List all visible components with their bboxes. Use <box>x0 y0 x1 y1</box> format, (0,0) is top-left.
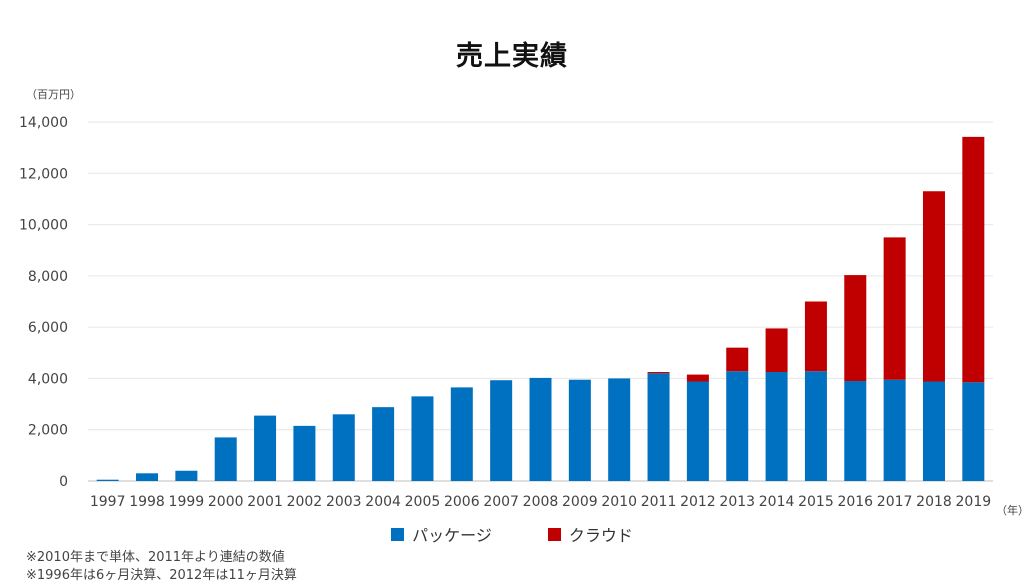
y-tick-label: 2,000 <box>28 423 68 439</box>
legend-label-package: パッケージ <box>412 526 492 545</box>
x-tick-label: 2015 <box>798 494 834 510</box>
bar-package <box>726 371 749 481</box>
bar-cloud <box>883 237 906 380</box>
legend-swatch-package <box>391 527 405 541</box>
bar-package <box>372 407 395 481</box>
chart-title: 売上実績 <box>456 41 568 72</box>
footnote-fiscal-period: ※1996年は6ヶ月決算、2012年は11ヶ月決算 <box>26 568 297 583</box>
x-tick-label: 2002 <box>287 494 323 510</box>
x-tick-label: 2017 <box>877 494 913 510</box>
bar-package <box>490 380 513 481</box>
bar-package <box>765 372 788 481</box>
bar-cloud <box>726 347 749 372</box>
bar-package <box>96 479 119 481</box>
bar-package <box>214 437 237 481</box>
bar-chart: 0 2,000 4,000 6,000 8,000 10,000 12,000 14,000 1… <box>19 115 993 510</box>
bar-package <box>254 415 277 481</box>
x-tick-label: 2007 <box>483 494 519 510</box>
bar-cloud <box>922 191 945 382</box>
bar-cloud <box>647 372 670 374</box>
x-tick-label: 1997 <box>90 494 126 510</box>
y-tick-label: 6,000 <box>28 320 68 336</box>
x-tick-label: 2012 <box>680 494 716 510</box>
bar-package <box>175 470 198 481</box>
bar-package <box>608 378 631 481</box>
legend-label-cloud: クラウド <box>568 526 633 545</box>
bar-cloud <box>686 374 709 382</box>
x-tick-label: 2009 <box>562 494 598 510</box>
legend: パッケージ クラウド <box>0 522 1024 546</box>
x-tick-label: 1998 <box>129 494 165 510</box>
y-axis-unit: （百万円） <box>26 88 81 101</box>
x-tick-label: 2014 <box>759 494 795 510</box>
bar-package <box>136 473 159 481</box>
legend-item-package: パッケージ <box>391 522 492 546</box>
x-tick-label: 2008 <box>523 494 559 510</box>
bar-package <box>962 382 985 481</box>
x-tick-label: 2001 <box>247 494 283 510</box>
x-tick-label: 2016 <box>837 494 873 510</box>
y-tick-label: 4,000 <box>28 371 68 387</box>
bar-cloud <box>804 301 827 372</box>
y-tick-label: 0 <box>59 474 68 490</box>
bar-package <box>922 381 945 481</box>
bar-package <box>568 379 591 481</box>
bar-package <box>293 425 316 481</box>
bar-package <box>844 380 867 481</box>
x-tick-label: 1999 <box>169 494 205 510</box>
bar-package <box>450 387 473 481</box>
legend-item-cloud: クラウド <box>547 522 633 546</box>
x-tick-label: 2000 <box>208 494 244 510</box>
y-tick-label: 10,000 <box>19 218 68 234</box>
bar-cloud <box>962 136 985 383</box>
x-axis-unit: （年） <box>996 504 1024 517</box>
bar-package <box>332 414 355 481</box>
bar-package <box>411 396 434 481</box>
footnote-consolidation: ※2010年まで単体、2011年より連結の数値 <box>26 550 285 565</box>
legend-swatch-cloud <box>547 527 561 541</box>
bar-package <box>804 371 827 481</box>
x-tick-label: 2006 <box>444 494 480 510</box>
bar-cloud <box>844 275 867 381</box>
bar-package <box>647 373 670 481</box>
bar-package <box>883 379 906 481</box>
y-tick-label: 12,000 <box>19 166 68 182</box>
y-tick-label: 8,000 <box>28 269 68 285</box>
x-tick-label: 2019 <box>956 494 992 510</box>
x-tick-label: 2005 <box>405 494 441 510</box>
x-tick-label: 2018 <box>916 494 952 510</box>
x-tick-label: 2010 <box>601 494 637 510</box>
bar-package <box>529 377 552 481</box>
x-tick-label: 2011 <box>641 494 677 510</box>
bar-cloud <box>765 328 788 373</box>
x-tick-label: 2003 <box>326 494 362 510</box>
x-tick-label: 2004 <box>365 494 401 510</box>
y-tick-label: 14,000 <box>19 115 68 131</box>
x-tick-label: 2013 <box>719 494 755 510</box>
bar-package <box>686 381 709 481</box>
